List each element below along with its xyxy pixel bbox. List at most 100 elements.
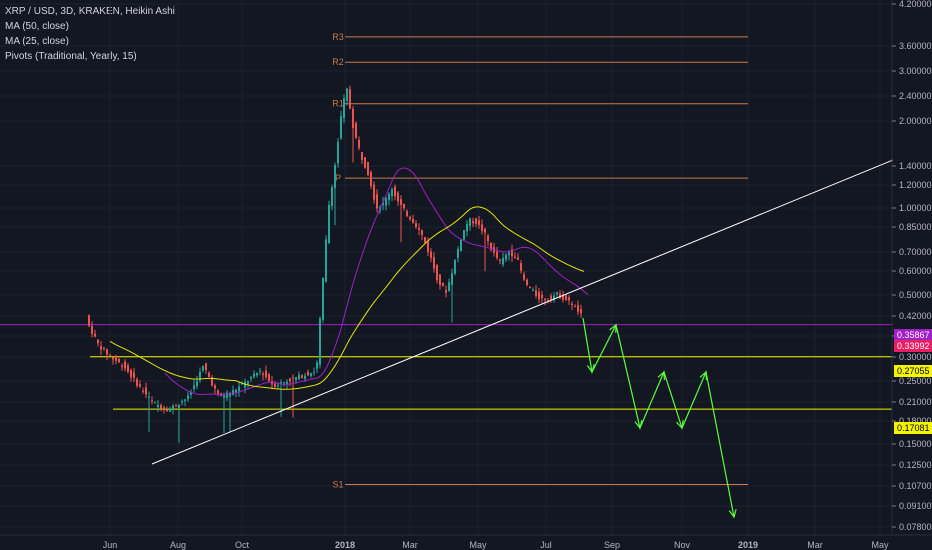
y-tick-label: 0.50000: [899, 290, 932, 300]
pivot-label: S1: [332, 480, 343, 490]
candle-body: [367, 162, 369, 175]
candle-body: [283, 382, 285, 384]
horizontal-levels: [0, 324, 892, 410]
candle-body: [193, 385, 195, 389]
candle-body: [208, 373, 210, 378]
candle-body: [292, 377, 294, 379]
candle-body: [565, 295, 567, 301]
candle-body: [577, 305, 579, 312]
candle-body: [244, 381, 246, 388]
ma50-line: [109, 206, 585, 390]
y-tick-label: 0.07800: [899, 522, 932, 532]
candle-body: [547, 299, 549, 301]
candle-body: [295, 377, 297, 381]
candle-body: [484, 228, 486, 233]
candle-body: [430, 251, 432, 258]
candle-body: [538, 291, 540, 300]
candle-body: [313, 372, 315, 374]
candle-body: [130, 370, 132, 378]
y-tick-label: 0.10700: [899, 481, 932, 491]
candle-body: [259, 370, 261, 372]
projection-zigzag: [582, 317, 735, 518]
candle-body: [421, 230, 423, 235]
candle-body: [424, 237, 426, 243]
candle-body: [568, 297, 570, 301]
candle-body: [550, 295, 552, 300]
candle-body: [106, 349, 108, 355]
candle-body: [154, 402, 156, 404]
candle-body: [436, 264, 438, 280]
candle-body: [370, 171, 372, 187]
candle-body: [535, 290, 537, 296]
candle-body: [322, 278, 324, 320]
candle-body: [256, 372, 258, 376]
candle-body: [100, 346, 102, 350]
candle-body: [460, 239, 462, 251]
candle-body: [340, 115, 342, 139]
candle-body: [319, 318, 321, 365]
candle-body: [415, 223, 417, 227]
candle-body: [580, 309, 582, 314]
y-tick-label: 0.18000: [899, 416, 932, 426]
candle-body: [529, 286, 531, 289]
candle-body: [253, 373, 255, 377]
price-tag-label: 0.33992: [897, 341, 930, 351]
y-tick-label: 0.42000: [899, 311, 932, 321]
time-axis[interactable]: Jun Aug Oct 2018 Mar May Jul Sep Nov 2019 Mar May: [103, 540, 889, 550]
candle-body: [175, 405, 177, 407]
candle-body: [268, 374, 270, 382]
candle-body: [403, 204, 405, 209]
x-tick-label: Mar: [402, 540, 418, 550]
x-tick-label: Mar: [807, 540, 823, 550]
price-tag-label: 0.35867: [897, 330, 930, 340]
candle-body: [526, 279, 528, 286]
pivot-label: R1: [332, 99, 344, 109]
candle-body: [472, 221, 474, 224]
candle-body: [427, 241, 429, 252]
y-tick-label: 0.25000: [899, 376, 932, 386]
candle-body: [145, 387, 147, 395]
pivot-lines: R3 R2 R1 P S1: [332, 32, 748, 490]
candle-body: [553, 295, 555, 300]
arrowhead: [728, 509, 737, 519]
candle-body: [196, 381, 198, 386]
price-axis[interactable]: 4.20000 3.60000 3.00000 2.40000 2.00000 1.400…: [892, 0, 932, 532]
candle-body: [178, 404, 180, 408]
candle-body: [274, 383, 276, 388]
candle-body: [280, 382, 282, 384]
candle-body: [229, 392, 231, 397]
y-tick-label: 0.21000: [899, 397, 932, 407]
candle-body: [448, 282, 450, 292]
x-tick-label: Oct: [235, 540, 250, 550]
y-tick-label: 0.85000: [899, 222, 932, 232]
pivot-label: R2: [332, 57, 344, 67]
x-tick-label: Aug: [170, 540, 186, 550]
candle-body: [409, 216, 411, 220]
candle-body: [475, 218, 477, 224]
candle-body: [520, 263, 522, 271]
price-tag: [894, 422, 932, 434]
candle-body: [289, 378, 291, 382]
y-tick-label: 1.40000: [899, 161, 932, 171]
candle-body: [232, 390, 234, 396]
y-tick-label: 0.60000: [899, 266, 932, 276]
candle-body: [136, 379, 138, 386]
candle-body: [463, 230, 465, 240]
candle-body: [166, 409, 168, 412]
candle-body: [142, 390, 144, 392]
candle-body: [343, 98, 345, 119]
y-tick-label: 3.60000: [899, 41, 932, 51]
candle-body: [400, 199, 402, 205]
x-tick-label: 2018: [335, 540, 355, 550]
y-tick-label: 0.12500: [899, 460, 932, 470]
candle-body: [301, 375, 303, 378]
candle-body: [172, 405, 174, 410]
pivot-label: P: [335, 173, 341, 183]
candle-body: [304, 375, 306, 379]
candle-body: [235, 390, 237, 393]
candle-body: [376, 194, 378, 209]
candle-body: [358, 139, 360, 149]
candle-body: [517, 257, 519, 260]
